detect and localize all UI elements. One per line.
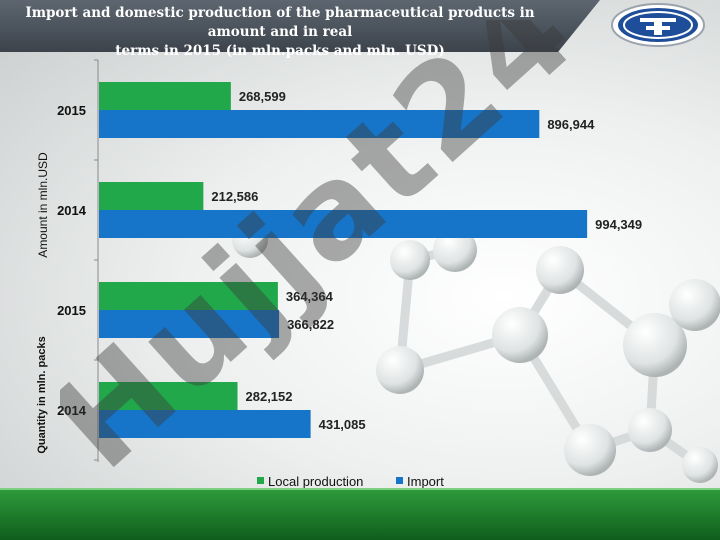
footer-band [0, 490, 720, 540]
bar-import-1 [99, 210, 588, 238]
chart-title-line2: terms in 2015 (in mln.packs and mln. USD… [115, 43, 445, 59]
bar-local-production-2 [99, 282, 278, 310]
group-axis-titles: Amount in mln.USD Quantity in mln. packs [36, 152, 50, 454]
data-label: 282,152 [246, 389, 293, 404]
bar-import-0 [99, 110, 540, 138]
category-label: 2015 [57, 103, 86, 118]
data-label: 896,944 [547, 117, 595, 132]
title-bar [0, 0, 600, 52]
legend-swatch [257, 477, 264, 484]
legend-swatch [396, 477, 403, 484]
category-label: 2014 [57, 203, 87, 218]
bar-import-2 [99, 310, 280, 338]
y-axis-ticks [94, 59, 98, 461]
group-axis-title: Quantity in mln. packs [36, 336, 48, 453]
bars [99, 82, 588, 438]
chart-title: Import and domestic production of the ph… [0, 4, 560, 61]
category-labels: 2015 2014 2015 2014 [57, 103, 87, 418]
category-label: 2015 [57, 303, 86, 318]
legend: Local production Import [257, 474, 444, 489]
company-emblem-icon [611, 3, 705, 47]
bar-local-production-0 [99, 82, 231, 110]
data-label: 431,085 [319, 417, 366, 432]
legend-label: Import [407, 474, 444, 489]
chart-title-line1: Import and domestic production of the ph… [25, 5, 535, 40]
data-label: 212,586 [211, 189, 258, 204]
bar-local-production-3 [99, 382, 238, 410]
data-labels: 268,599 896,944 212,586 994,349 364,364 366,8… [211, 89, 642, 432]
bar-local-production-1 [99, 182, 204, 210]
group-axis-title: Amount in mln.USD [36, 152, 50, 258]
category-label: 2014 [57, 403, 87, 418]
data-label: 364,364 [286, 289, 334, 304]
legend-label: Local production [268, 474, 363, 489]
data-label: 994,349 [595, 217, 642, 232]
data-label: 268,599 [239, 89, 286, 104]
bar-import-3 [99, 410, 311, 438]
data-label: 366,822 [287, 317, 334, 332]
